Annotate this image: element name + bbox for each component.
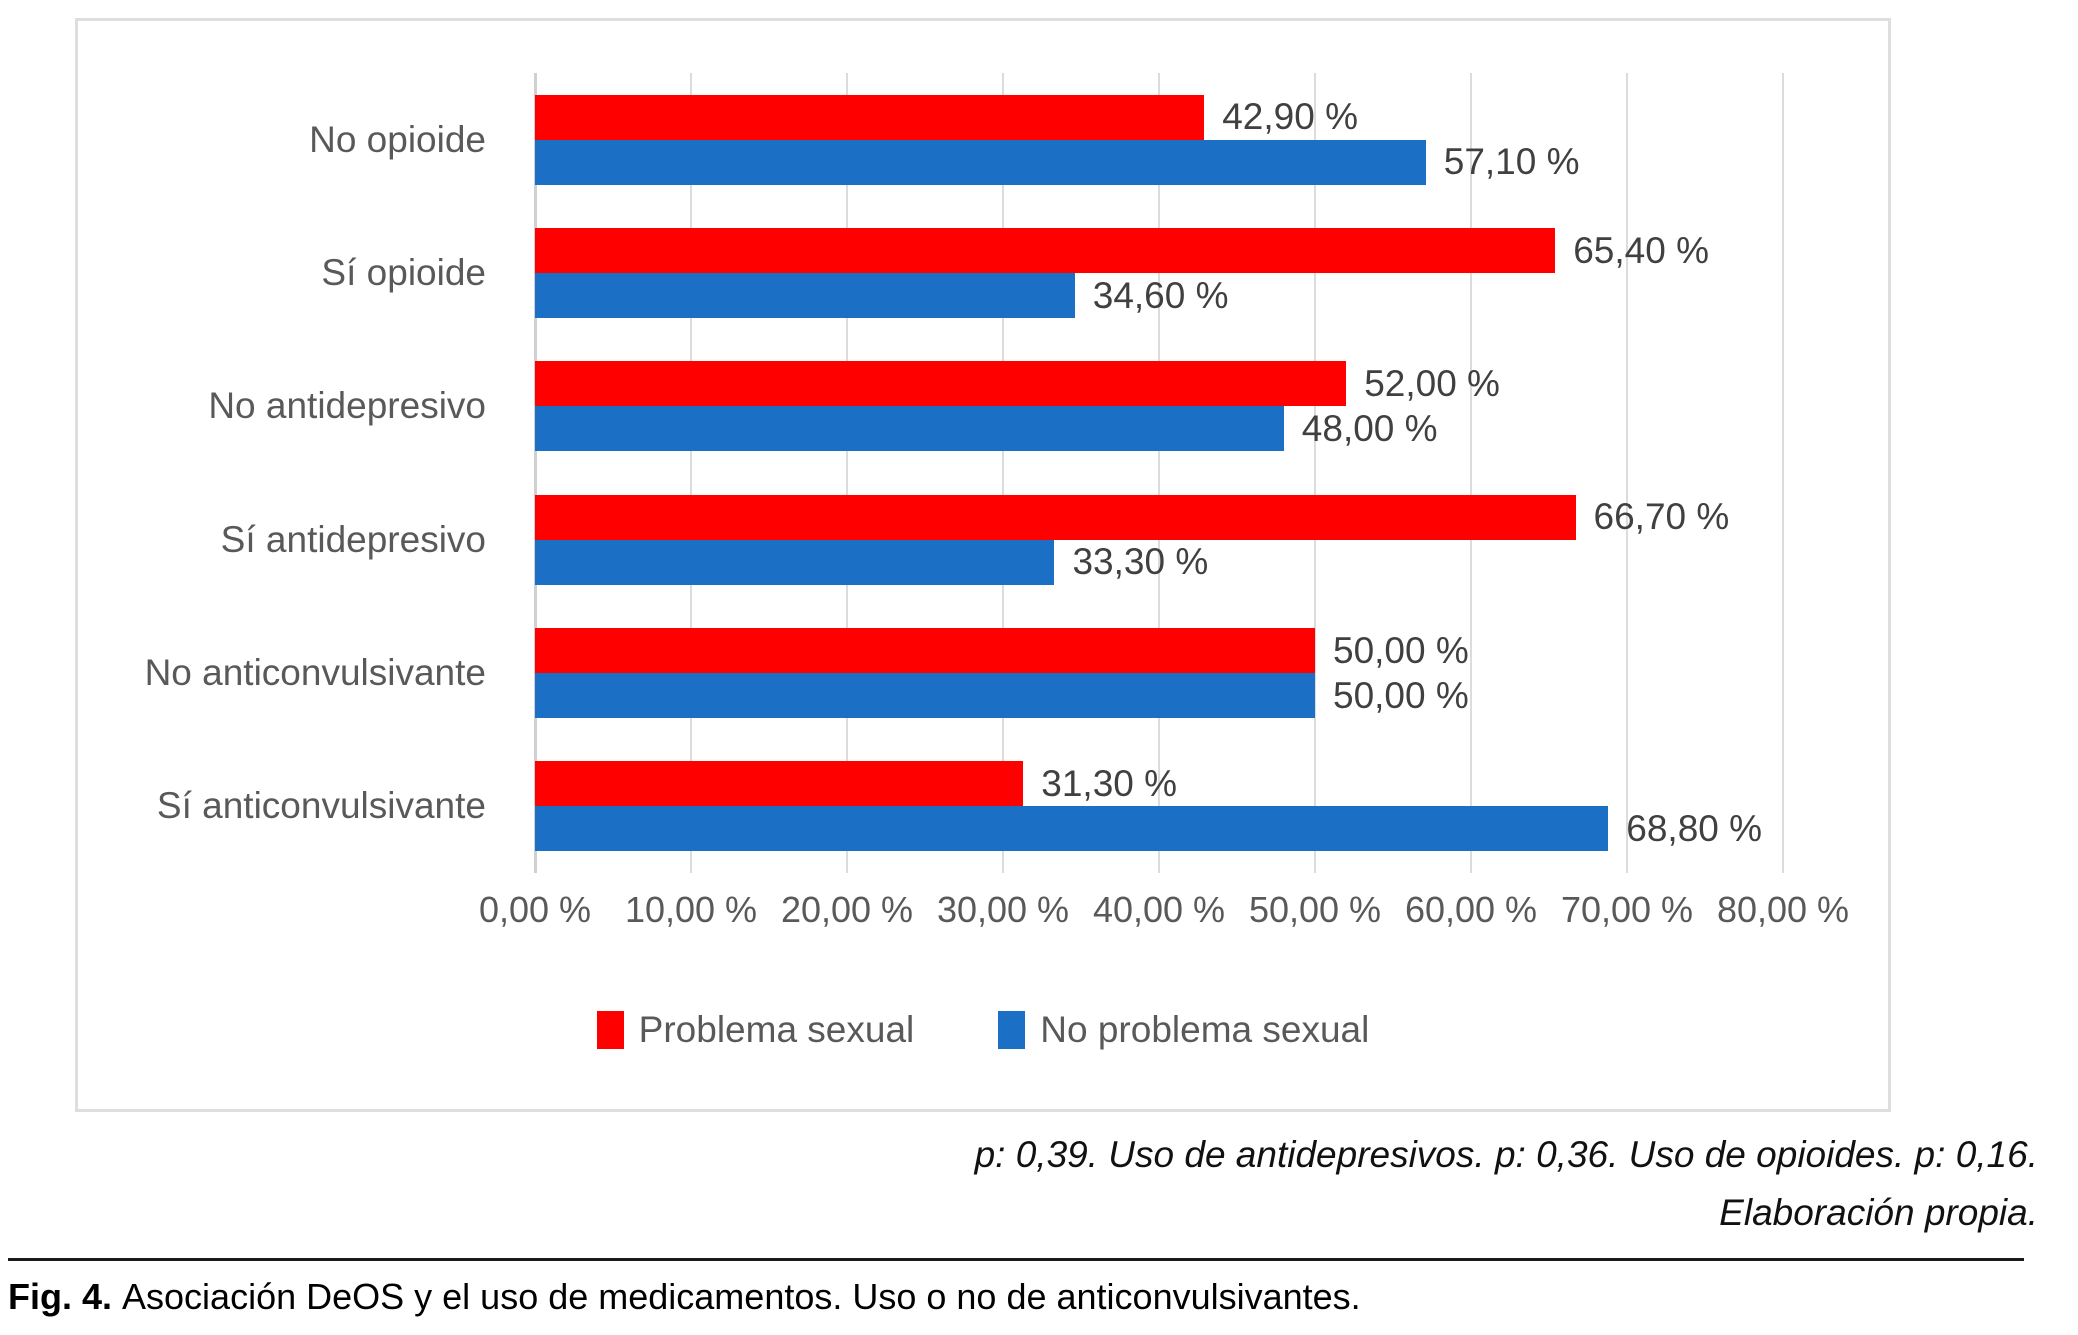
footnote-pvalues: p: 0,39. Uso de antidepresivos. p: 0,36.… [974, 1134, 2038, 1175]
footnotes: p: 0,39. Uso de antidepresivos. p: 0,36.… [975, 1126, 2038, 1242]
plot-area: 42,90 % 57,10 % 65,40 % 34,60 % 52,00 % 48,00… [534, 73, 1784, 873]
legend-label: No problema sexual [1040, 1009, 1370, 1050]
x-axis-tick-label: 80,00 % [1716, 889, 1850, 930]
legend-marker-blue-icon [998, 1011, 1026, 1049]
chart-row-no-antidepresivo: 52,00 % 48,00 % [535, 361, 1783, 452]
bar-problema-sexual-si-anticonvulsivante [535, 761, 1024, 807]
category-label-no-opioide: No opioide [309, 118, 486, 160]
x-axis-tick-label: 30,00 % [936, 889, 1070, 930]
figure-number: Fig. 4. [8, 1276, 113, 1317]
bar-no-problema-sexual-no-anticonvulsivante [535, 673, 1315, 718]
x-axis-tick-label: 0,00 % [478, 889, 592, 930]
figure-caption-text: Asociación DeOS y el uso de medicamentos… [122, 1276, 1361, 1317]
bar-problema-sexual-si-antidepresivo [535, 494, 1576, 540]
chart-row-si-anticonvulsivante: 31,30 % 68,80 % [535, 761, 1783, 852]
bar-value-label: 52,00 % [1364, 362, 1500, 404]
bar-problema-sexual-no-antidepresivo [535, 361, 1347, 407]
chart-legend: Problema sexual No problema sexual [78, 1009, 1888, 1051]
bar-value-label: 42,90 % [1222, 96, 1359, 138]
bar-no-problema-sexual-si-anticonvulsivante [535, 806, 1609, 852]
bar-no-problema-sexual-si-antidepresivo [535, 539, 1055, 585]
legend-item-problema-sexual: Problema sexual [596, 1009, 915, 1051]
bar-value-label: 48,00 % [1301, 407, 1438, 449]
bar-problema-sexual-no-opioide [535, 94, 1205, 140]
bar-value-label: 65,40 % [1573, 229, 1710, 271]
category-label-si-anticonvulsivante: Sí anticonvulsivante [156, 785, 486, 827]
chart-row-si-antidepresivo: 66,70 % 33,30 % [535, 494, 1783, 585]
x-axis-tick-label: 40,00 % [1092, 889, 1226, 930]
category-label-si-antidepresivo: Sí antidepresivo [220, 518, 486, 560]
gridline [1470, 73, 1472, 873]
figure-caption: Fig. 4. Asociación DeOS y el uso de medic… [8, 1276, 2008, 1318]
y-axis-line [534, 73, 537, 873]
bar-value-label: 50,00 % [1333, 674, 1469, 716]
chart-row-si-opioide: 65,40 % 34,60 % [535, 228, 1783, 318]
x-axis-tick-label: 50,00 % [1248, 889, 1382, 930]
gridline [1002, 73, 1004, 873]
bar-no-problema-sexual-si-opioide [535, 273, 1075, 318]
x-axis-tick-label: 70,00 % [1560, 889, 1694, 930]
legend-item-no-problema-sexual: No problema sexual [998, 1009, 1369, 1051]
bar-value-label: 33,30 % [1072, 541, 1209, 583]
bar-value-label: 34,60 % [1092, 274, 1229, 316]
gridline [1158, 73, 1160, 873]
chart-row-no-anticonvulsivante: 50,00 % 50,00 % [535, 628, 1783, 718]
caption-divider [8, 1258, 2024, 1261]
bar-no-problema-sexual-no-antidepresivo [535, 406, 1284, 452]
chart-frame: No opioide Sí opioide No antidepresivo Sí a… [75, 18, 1891, 1112]
bar-problema-sexual-si-opioide [535, 228, 1556, 273]
x-axis-tick-label: 10,00 % [624, 889, 758, 930]
bar-value-label: 31,30 % [1041, 762, 1178, 804]
gridline [1626, 73, 1628, 873]
legend-label: Problema sexual [638, 1009, 915, 1050]
bar-value-label: 66,70 % [1593, 496, 1730, 538]
category-label-no-antidepresivo: No antidepresivo [208, 385, 486, 427]
category-label-si-opioide: Sí opioide [321, 251, 486, 293]
x-axis-tick-label: 20,00 % [780, 889, 914, 930]
footnote-source: Elaboración propia. [1719, 1192, 2038, 1233]
chart-row-no-opioide: 42,90 % 57,10 % [535, 94, 1783, 185]
x-axis-tick-label: 60,00 % [1404, 889, 1538, 930]
bar-value-label: 68,80 % [1626, 807, 1763, 849]
legend-marker-red-icon [596, 1011, 624, 1049]
gridline [1782, 73, 1784, 873]
gridline [1314, 73, 1316, 873]
gridline [690, 73, 692, 873]
bar-value-label: 57,10 % [1443, 141, 1580, 183]
bar-no-problema-sexual-no-opioide [535, 139, 1426, 185]
x-axis-tick-row: 0,00 % 10,00 % 20,00 % 30,00 % 40,00 % 50,00 … [479, 889, 1849, 941]
bar-value-label: 50,00 % [1333, 629, 1469, 671]
gridline [846, 73, 848, 873]
category-label-no-anticonvulsivante: No anticonvulsivante [144, 651, 486, 693]
bar-problema-sexual-no-anticonvulsivante [535, 628, 1315, 673]
category-labels-column: No opioide Sí opioide No antidepresivo Sí a… [78, 73, 510, 873]
